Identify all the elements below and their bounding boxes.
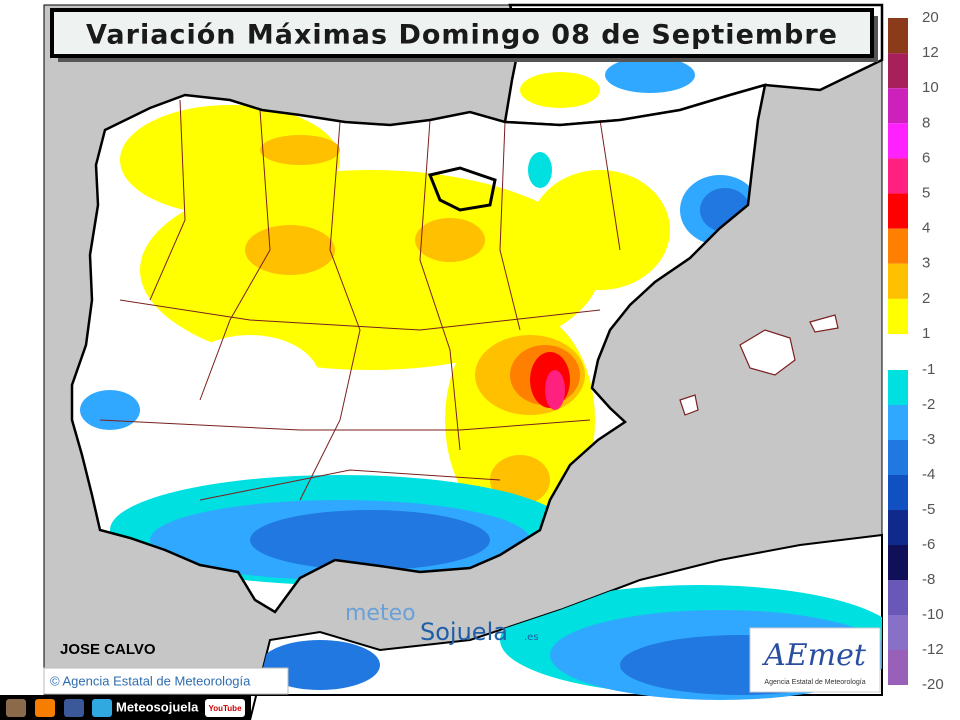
watermark-sojuela: Sojuela — [420, 618, 508, 646]
icon-facebook[interactable] — [64, 699, 84, 717]
legend-swatch — [888, 193, 908, 229]
credit-box — [43, 667, 289, 695]
logo-name: AEmet — [761, 638, 867, 673]
icon-instagram[interactable] — [6, 699, 26, 717]
legend-swatch — [888, 298, 908, 334]
watermark-domain: .es — [524, 632, 539, 643]
legend-label: -10 — [922, 606, 944, 623]
legend-label: 10 — [922, 79, 939, 96]
legend-swatch — [888, 370, 908, 405]
watermark-meteo: meteo — [345, 601, 416, 626]
balearic-islands — [679, 314, 839, 416]
legend-label: -5 — [922, 501, 935, 518]
icon-twitter[interactable] — [92, 699, 112, 717]
legend-swatch — [888, 18, 908, 54]
logo-subtitle: Agencia Estatal de Meteorología — [764, 679, 865, 686]
la-rioja-outline — [427, 166, 497, 212]
footer-channel: Meteosojuela — [116, 699, 199, 714]
legend-label: 8 — [922, 114, 930, 131]
legend-label: 6 — [922, 149, 930, 166]
legend-swatch — [888, 263, 908, 299]
legend-label: 4 — [922, 220, 930, 237]
legend-swatch — [888, 88, 908, 124]
legend-label: -20 — [922, 676, 944, 693]
region-borders — [99, 99, 621, 501]
legend-label: 2 — [922, 290, 930, 307]
icon-blogger[interactable] — [35, 699, 55, 717]
legend-swatch — [888, 228, 908, 264]
legend-swatch — [888, 650, 908, 685]
legend-label: -1 — [922, 361, 935, 378]
credit: © Agencia Estatal de Meteorología — [50, 673, 251, 688]
legend-label: 3 — [922, 255, 930, 272]
legend-label: -6 — [922, 536, 935, 553]
legend-label: 20 — [922, 9, 939, 26]
anomaly-blob — [605, 57, 695, 93]
legend-label: -2 — [922, 396, 935, 413]
legend-label: 1 — [922, 325, 930, 342]
coastline — [70, 83, 767, 614]
youtube-badge[interactable] — [205, 699, 245, 717]
legend-swatch — [888, 615, 908, 650]
legend-label: -4 — [922, 466, 935, 483]
legend-label: -12 — [922, 641, 944, 658]
legend-swatch — [888, 545, 908, 580]
legend-swatch — [888, 405, 908, 440]
legend-swatch — [888, 510, 908, 545]
logo-box — [749, 627, 881, 693]
footer-video[interactable]: YouTube — [208, 704, 242, 713]
anomaly-blob — [520, 72, 600, 108]
legend-swatch — [888, 580, 908, 615]
legend-label: -3 — [922, 431, 935, 448]
title: Variación Máximas Domingo 08 de Septiemb… — [86, 20, 838, 51]
author: JOSE CALVO — [60, 641, 156, 658]
legend-label: 12 — [922, 44, 939, 61]
legend-swatch — [888, 440, 908, 475]
legend: 20 12 10 8 6 5 4 3 2 1 -1 -2 -3 -4 -5 -6 -8 -10 -12 -20 — [888, 9, 944, 693]
legend-swatch — [888, 123, 908, 159]
title-box — [50, 8, 874, 58]
legend-label: 5 — [922, 185, 930, 202]
legend-swatch — [888, 475, 908, 510]
legend-swatch — [888, 158, 908, 194]
legend-label: -8 — [922, 571, 935, 588]
legend-swatch — [888, 53, 908, 89]
